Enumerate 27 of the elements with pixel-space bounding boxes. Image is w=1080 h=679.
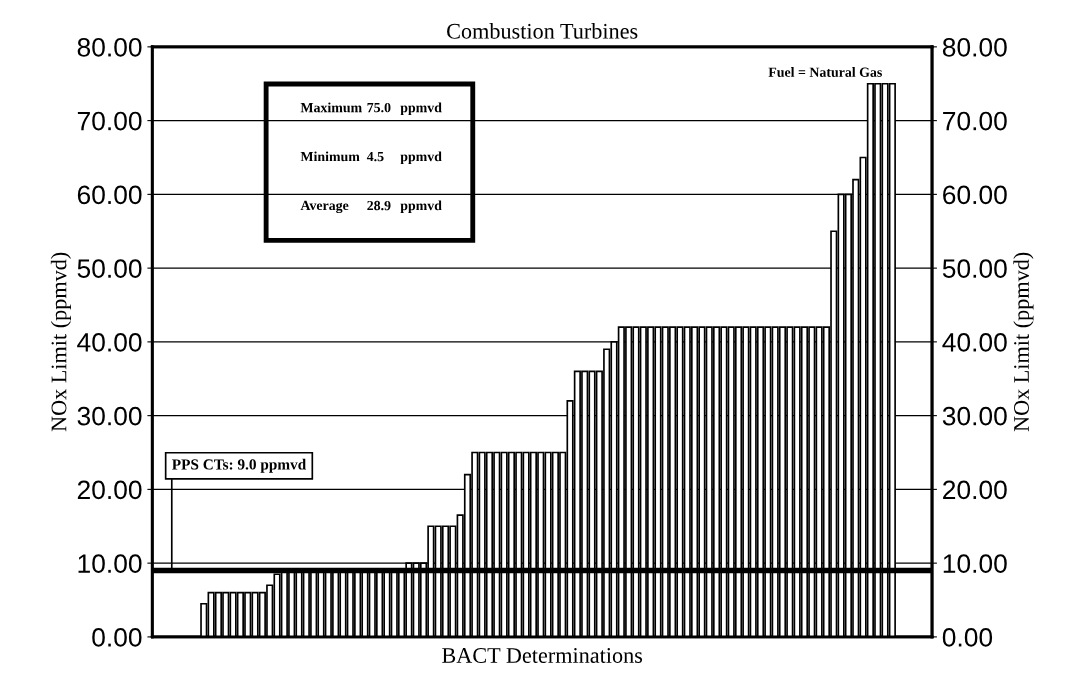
y-tick-label: 50.00 bbox=[77, 259, 142, 278]
y2-tick-label: 30.00 bbox=[942, 406, 1007, 426]
y-tick-label: 40.00 bbox=[77, 333, 142, 352]
x-axis-title: BACT Determinations bbox=[442, 648, 643, 663]
y2-axis-title: NOx Limit (ppmvd) bbox=[1013, 252, 1034, 432]
y2-tick-label: 70.00 bbox=[943, 111, 1007, 131]
y2-tick-label: 20.00 bbox=[943, 480, 1007, 500]
y-tick-label: 20.00 bbox=[77, 480, 142, 500]
y2-tick-label: 10.00 bbox=[943, 554, 1007, 573]
y-axis-title: NOx Limit (ppmvd) bbox=[50, 252, 71, 432]
text: Average 28.9 ppmvd bbox=[300, 200, 442, 214]
text: Minimum 4.5 ppmvd bbox=[300, 151, 442, 165]
y2-tick-label: 0.00 bbox=[942, 628, 993, 647]
y2-tick-label: 50.00 bbox=[942, 259, 1007, 278]
y-tick-label: 80.00 bbox=[77, 37, 142, 57]
y2-tick-label: 40.00 bbox=[942, 333, 1007, 352]
y2-tick-label: 80.00 bbox=[942, 37, 1007, 57]
annotation: Maximum 75.0 ppmvd bbox=[300, 102, 442, 116]
y-tick-label: 70.00 bbox=[77, 111, 142, 131]
ref-line-label: PPS CTs: 9.0 ppmvd bbox=[172, 458, 307, 473]
annotation: Fuel = Natural Gas bbox=[768, 67, 882, 77]
y-tick-label: 60.00 bbox=[77, 185, 142, 205]
y-tick-label: 0.00 bbox=[92, 628, 142, 647]
y2-tick-label: 60.00 bbox=[943, 185, 1007, 205]
chart-title: Combustion Turbines bbox=[447, 23, 638, 39]
y-tick-label: 30.00 bbox=[77, 406, 142, 426]
y-tick-label: 10.00 bbox=[78, 554, 142, 573]
